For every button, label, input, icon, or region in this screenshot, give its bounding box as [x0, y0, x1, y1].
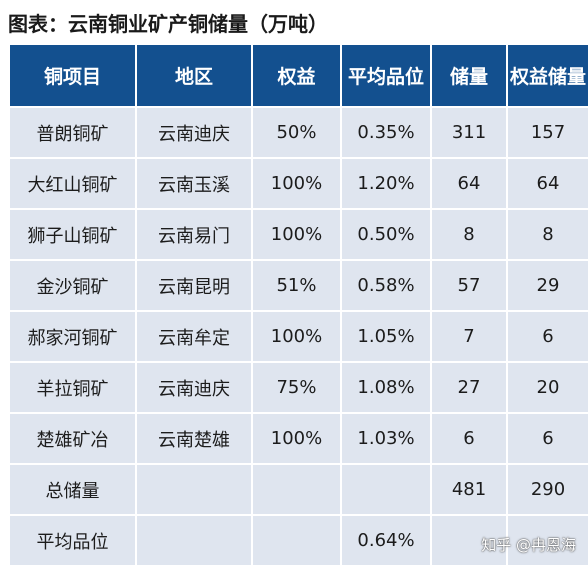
cell-reserves: 481	[431, 464, 508, 516]
header-reserves: 储量	[431, 45, 508, 108]
table-row: 狮子山铜矿 云南易门 100% 0.50% 8 8	[10, 209, 588, 261]
cell-equity: 75%	[252, 362, 342, 414]
cell-equity-reserves	[507, 515, 588, 567]
cell-equity: 51%	[252, 260, 342, 312]
cell-avg-grade: 1.20%	[341, 158, 432, 210]
cell-avg-grade: 0.50%	[341, 209, 432, 261]
cell-avg-grade: 0.35%	[341, 107, 432, 159]
cell-equity	[252, 464, 342, 516]
header-avg-grade: 平均品位	[341, 45, 432, 108]
cell-avg-grade: 1.03%	[341, 413, 432, 465]
cell-project: 平均品位	[10, 515, 137, 567]
cell-equity-reserves: 29	[507, 260, 588, 312]
cell-equity-reserves: 6	[507, 413, 588, 465]
cell-project: 大红山铜矿	[10, 158, 137, 210]
cell-equity-reserves: 6	[507, 311, 588, 363]
cell-equity-reserves: 290	[507, 464, 588, 516]
watermark: 知乎 @冉恩海	[481, 536, 576, 554]
cell-avg-grade: 0.64%	[341, 515, 432, 567]
table-row: 普朗铜矿 云南迪庆 50% 0.35% 311 157	[10, 107, 588, 159]
page-title: 图表：云南铜业矿产铜储量（万吨）	[8, 12, 328, 36]
cell-equity: 50%	[252, 107, 342, 159]
header-region: 地区	[136, 45, 253, 108]
cell-project: 狮子山铜矿	[10, 209, 137, 261]
cell-project: 郝家河铜矿	[10, 311, 137, 363]
cell-reserves: 27	[431, 362, 508, 414]
cell-region	[136, 464, 253, 516]
cell-region: 云南易门	[136, 209, 253, 261]
cell-equity-reserves: 20	[507, 362, 588, 414]
cell-region: 云南楚雄	[136, 413, 253, 465]
cell-equity: 100%	[252, 158, 342, 210]
copper-reserves-table: 铜项目 地区 权益 平均品位 储量 权益储量 普朗铜矿 云南迪庆 50% 0.3…	[10, 45, 588, 567]
cell-equity-reserves: 64	[507, 158, 588, 210]
header-equity-reserves: 权益储量	[507, 45, 588, 108]
cell-avg-grade: 1.08%	[341, 362, 432, 414]
table-row: 羊拉铜矿 云南迪庆 75% 1.08% 27 20	[10, 362, 588, 414]
table-row: 金沙铜矿 云南昆明 51% 0.58% 57 29	[10, 260, 588, 312]
cell-reserves: 7	[431, 311, 508, 363]
cell-avg-grade: 1.05%	[341, 311, 432, 363]
cell-region: 云南迪庆	[136, 362, 253, 414]
cell-reserves: 64	[431, 158, 508, 210]
table-row: 大红山铜矿 云南玉溪 100% 1.20% 64 64	[10, 158, 588, 210]
cell-avg-grade	[341, 464, 432, 516]
cell-reserves	[431, 515, 508, 567]
table-row-total: 总储量 481 290	[10, 464, 588, 516]
cell-project: 总储量	[10, 464, 137, 516]
cell-project: 普朗铜矿	[10, 107, 137, 159]
cell-region: 云南玉溪	[136, 158, 253, 210]
cell-project: 羊拉铜矿	[10, 362, 137, 414]
cell-equity-reserves: 157	[507, 107, 588, 159]
table-header-row: 铜项目 地区 权益 平均品位 储量 权益储量	[10, 45, 588, 108]
header-project: 铜项目	[10, 45, 137, 108]
cell-region	[136, 515, 253, 567]
cell-equity: 100%	[252, 413, 342, 465]
cell-reserves: 311	[431, 107, 508, 159]
cell-project: 楚雄矿冶	[10, 413, 137, 465]
cell-avg-grade: 0.58%	[341, 260, 432, 312]
cell-equity	[252, 515, 342, 567]
cell-project: 金沙铜矿	[10, 260, 137, 312]
table-row-average: 平均品位 0.64%	[10, 515, 588, 567]
cell-equity: 100%	[252, 209, 342, 261]
cell-equity: 100%	[252, 311, 342, 363]
cell-reserves: 57	[431, 260, 508, 312]
cell-reserves: 8	[431, 209, 508, 261]
table-row: 楚雄矿冶 云南楚雄 100% 1.03% 6 6	[10, 413, 588, 465]
table-row: 郝家河铜矿 云南牟定 100% 1.05% 7 6	[10, 311, 588, 363]
header-equity: 权益	[252, 45, 342, 108]
cell-reserves: 6	[431, 413, 508, 465]
cell-equity-reserves: 8	[507, 209, 588, 261]
cell-region: 云南昆明	[136, 260, 253, 312]
cell-region: 云南牟定	[136, 311, 253, 363]
cell-region: 云南迪庆	[136, 107, 253, 159]
